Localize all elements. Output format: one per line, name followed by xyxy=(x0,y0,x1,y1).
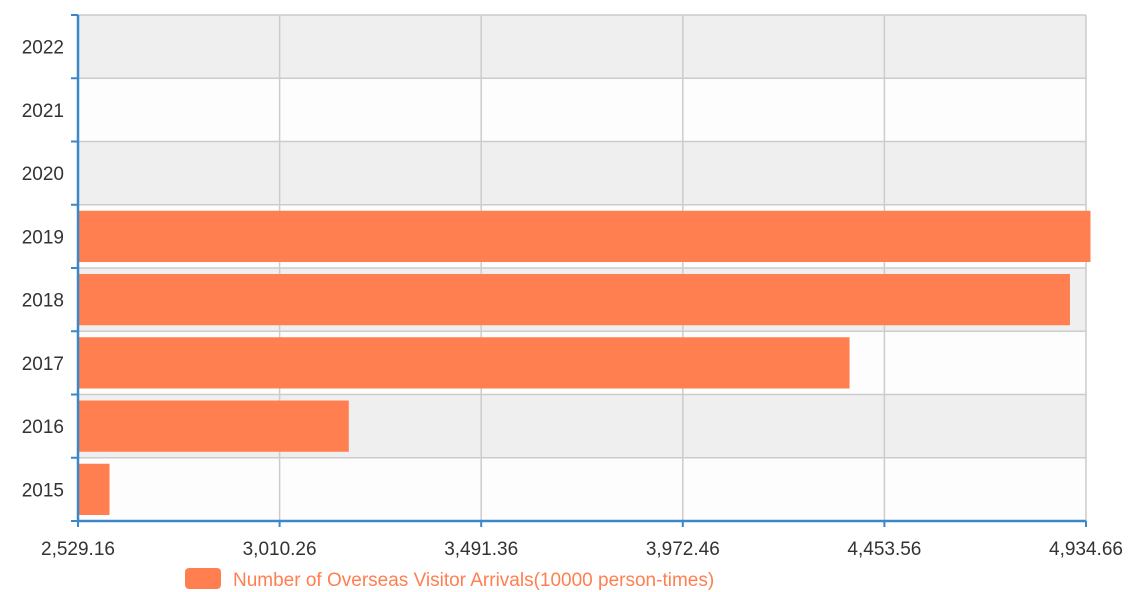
bars xyxy=(79,210,1091,515)
legend-swatch[interactable] xyxy=(185,568,221,589)
y-tick-label: 2021 xyxy=(22,101,64,122)
y-tick-label: 2015 xyxy=(22,480,64,501)
bar[interactable] xyxy=(79,210,1091,262)
bar[interactable] xyxy=(79,463,110,515)
x-tick-label: 3,010.26 xyxy=(243,539,317,560)
plot-band xyxy=(78,141,1086,205)
x-tick-label: 3,972.46 xyxy=(646,539,720,560)
x-tick-label: 3,491.36 xyxy=(444,539,518,560)
y-tick-label: 2018 xyxy=(22,291,64,312)
legend-label[interactable]: Number of Overseas Visitor Arrivals(1000… xyxy=(233,570,714,591)
y-tick-label: 2017 xyxy=(22,354,64,375)
plot-band xyxy=(78,15,1086,79)
plot-band xyxy=(78,78,1086,142)
plot-band xyxy=(78,457,1086,521)
bar[interactable] xyxy=(79,274,1070,326)
legend[interactable]: Number of Overseas Visitor Arrivals(1000… xyxy=(185,568,714,591)
bar[interactable] xyxy=(79,400,349,452)
x-tick-label: 4,453.56 xyxy=(847,539,921,560)
x-tick-label: 2,529.16 xyxy=(41,539,115,560)
x-tick-labels: 2,529.16 3,010.26 3,491.36 3,972.46 4,453.56… xyxy=(41,539,1123,560)
y-tick-label: 2019 xyxy=(22,227,64,248)
x-tick-label: 4,934.66 xyxy=(1049,539,1123,560)
y-tick-label: 2020 xyxy=(22,164,64,185)
y-tick-labels: 2015 2016 2017 2018 2019 2020 2021 2022 xyxy=(22,38,64,502)
bar[interactable] xyxy=(79,337,850,389)
axes xyxy=(71,14,1087,527)
y-tick-label: 2016 xyxy=(22,417,64,438)
y-tick-label: 2022 xyxy=(22,38,64,59)
